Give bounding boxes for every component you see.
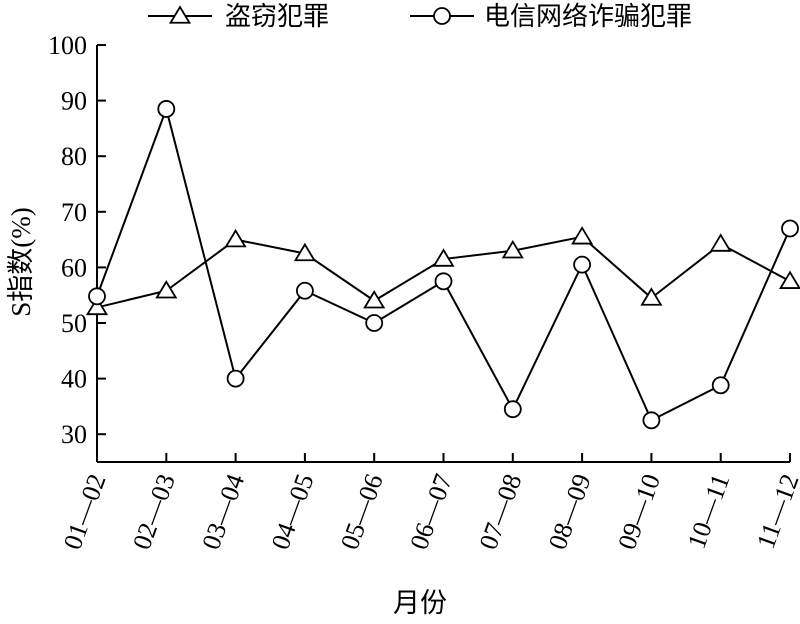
series-1-point (778, 270, 800, 289)
y-tick-label: 60 (61, 253, 87, 282)
series-2-point (434, 272, 453, 291)
y-ticks: 30 40 50 60 70 80 90 100 (48, 31, 106, 449)
series-1-point (155, 280, 178, 299)
x-tick-label: 08—09 (543, 470, 597, 553)
x-tick-label: 03—04 (196, 470, 250, 553)
x-tick-label: 07—08 (474, 470, 528, 553)
series-2-point (573, 255, 591, 274)
legend-item-1: 盗窃犯罪 (148, 2, 329, 31)
x-tick-label: 09—10 (612, 470, 666, 553)
legend: 盗窃犯罪 电信网络诈骗犯罪 (148, 2, 692, 31)
y-tick-label: 30 (61, 420, 87, 449)
x-tick-label: 10—11 (682, 470, 736, 552)
series-1-point (363, 290, 386, 309)
x-tick-label: 11—12 (751, 470, 800, 552)
series-1-point (85, 296, 109, 316)
triangle-marker-icon (168, 5, 192, 24)
y-tick-label: 50 (61, 309, 87, 338)
series-2-point (711, 376, 730, 395)
series-2-point (503, 400, 522, 419)
series-1-point (293, 242, 316, 262)
y-tick-label: 100 (48, 31, 87, 60)
legend-item-2: 电信网络诈骗犯罪 (410, 2, 692, 31)
x-ticks: 01—02 02—03 03—04 04—05 05—06 06—07 07—08 08—09… (58, 453, 800, 553)
series-2-point (642, 411, 661, 430)
x-tick-label: 04—05 (266, 470, 320, 553)
series-2-point (295, 281, 314, 300)
y-axis-title: S指数(%) (6, 207, 36, 317)
x-tick-label: 05—06 (335, 470, 389, 553)
series-2-point (781, 219, 799, 238)
series-1-point (640, 287, 663, 306)
x-tick-label: 01—02 (58, 470, 112, 553)
series-1 (85, 226, 800, 316)
series-1-point (501, 239, 524, 259)
x-tick-label: 06—07 (404, 470, 458, 553)
y-tick-label: 70 (61, 198, 87, 227)
x-axis-title: 月份 (393, 588, 447, 618)
series-1-point (571, 226, 594, 245)
series-2-point (226, 369, 245, 388)
x-tick-label: 02—03 (127, 470, 181, 553)
series-2-point (88, 287, 106, 306)
legend-label: 电信网络诈骗犯罪 (484, 2, 692, 31)
series-1-point (709, 233, 732, 252)
y-tick-label: 90 (61, 87, 87, 116)
y-tick-label: 80 (61, 142, 87, 171)
legend-label: 盗窃犯罪 (225, 2, 329, 31)
series-2 (88, 100, 799, 430)
series-layer (85, 100, 800, 430)
series-1-point (224, 228, 247, 248)
series-2-point (157, 100, 176, 118)
series-1-point (432, 248, 455, 267)
y-tick-label: 40 (61, 365, 87, 394)
circle-marker-icon (433, 7, 451, 25)
series-2-point (365, 314, 384, 332)
